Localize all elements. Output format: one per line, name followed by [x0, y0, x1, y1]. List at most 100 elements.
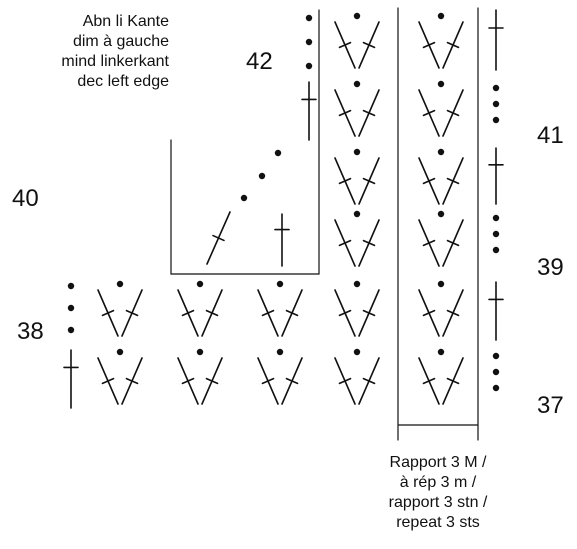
row-number-42: 42 — [246, 48, 273, 75]
chain-dot-symbol — [492, 116, 500, 124]
repeat-note-line: à rép 3 m / — [399, 474, 477, 491]
treble-right-stroke-bar — [446, 177, 460, 185]
treble-right-stroke-bar — [446, 41, 460, 49]
treble-right-stroke-bar — [446, 109, 460, 117]
chain-dot-symbol — [67, 326, 75, 334]
chain-dot-symbol — [353, 148, 361, 156]
row-number-40: 40 — [12, 185, 39, 212]
treble-right-stroke-bar — [205, 377, 219, 385]
chain-dot-symbol — [196, 280, 204, 288]
edge-note-line: dec left edge — [77, 73, 169, 90]
treble-left-stroke-bar — [422, 177, 436, 185]
v-cluster-symbol — [97, 348, 143, 405]
treble-left-stroke-bar — [422, 377, 436, 385]
treble-left-stroke-bar — [101, 309, 115, 317]
repeat-bracket — [397, 7, 479, 441]
chain-dot-symbol — [437, 80, 445, 88]
treble-left-stroke-bar — [181, 377, 195, 385]
treble-right-stroke-bar — [362, 309, 376, 317]
edge-note-line: Abn li Kante — [82, 13, 169, 30]
treble-edge-symbol — [488, 281, 504, 341]
treble-right-stroke-bar — [125, 309, 139, 317]
treble-left-stroke-bar — [261, 309, 275, 317]
chain-dot-symbol — [437, 280, 445, 288]
treble-edge-symbol — [301, 81, 317, 141]
treble-edge-symbol — [488, 9, 504, 71]
chain-dot-symbol — [240, 194, 248, 202]
treble-edge-symbol — [488, 147, 504, 205]
chain-dot-symbol — [353, 280, 361, 288]
row-number-37: 37 — [537, 392, 564, 419]
treble-left-stroke-bar — [422, 41, 436, 49]
chain-dot-symbol — [258, 172, 266, 180]
chain-dot-symbol — [492, 84, 500, 92]
repeat-note-line: repeat 3 sts — [396, 514, 480, 531]
row-number-39: 39 — [537, 254, 564, 281]
v-cluster-symbol — [177, 280, 223, 337]
v-cluster-symbol — [257, 348, 303, 405]
row-number-38: 38 — [17, 318, 44, 345]
v-cluster-symbol — [97, 280, 143, 337]
chain-dot-symbol — [437, 348, 445, 356]
chain-dot-symbol — [116, 348, 124, 356]
chain-dot-symbol — [492, 230, 500, 238]
chain-dot-symbol — [492, 352, 500, 360]
treble-left-stroke-bar — [422, 309, 436, 317]
chain-dot-symbol — [492, 214, 500, 222]
chain-dot-symbol — [492, 100, 500, 108]
v-cluster-symbol — [334, 148, 380, 205]
treble-right-stroke-bar — [362, 377, 376, 385]
treble-right-stroke-bar — [362, 41, 376, 49]
chain-dot-symbol — [437, 148, 445, 156]
treble-right-stroke-bar — [446, 377, 460, 385]
v-cluster-symbol — [334, 280, 380, 337]
chain-dot-symbol — [67, 304, 75, 312]
v-cluster-symbol — [418, 210, 464, 267]
edge-note-line: dim à gauche — [72, 33, 169, 50]
treble-left-stroke-bar — [338, 109, 352, 117]
chain-dot-symbol — [353, 80, 361, 88]
row-number-41: 41 — [537, 122, 564, 149]
treble-left-stroke-bar — [422, 239, 436, 247]
repeat-note: Rapport 3 M / à rép 3 m / rapport 3 stn … — [373, 453, 503, 533]
treble-left-stroke-bar — [422, 109, 436, 117]
chain-dot-symbol — [492, 246, 500, 254]
edge-decrease-note: Abn li Kante dim à gauche mind linkerkan… — [61, 12, 169, 92]
v-cluster-symbol — [334, 210, 380, 267]
v-cluster-symbol — [418, 348, 464, 405]
treble-left-stroke-bar — [338, 309, 352, 317]
chain-dot-symbol — [276, 280, 284, 288]
v-cluster-symbol — [257, 280, 303, 337]
treble-right-stroke-bar — [446, 309, 460, 317]
chain-dot-symbol — [67, 282, 75, 290]
chain-dot-symbol — [437, 12, 445, 20]
v-cluster-symbol — [418, 148, 464, 205]
chain-dot-symbol — [196, 348, 204, 356]
chain-dot-symbol — [305, 14, 313, 22]
v-cluster-symbol — [334, 80, 380, 137]
v-cluster-symbol — [334, 12, 380, 69]
chain-dot-symbol — [305, 38, 313, 46]
treble-edge-symbol — [63, 349, 79, 409]
chain-dot-symbol — [437, 210, 445, 218]
treble-right-stroke-bar — [446, 239, 460, 247]
treble-right-stroke-bar — [362, 177, 376, 185]
edge-note-line: mind linkerkant — [61, 53, 169, 70]
treble-edge-symbol — [274, 213, 290, 267]
repeat-note-line: Rapport 3 M / — [389, 454, 487, 471]
v-cluster-symbol — [334, 348, 380, 405]
chain-dot-symbol — [116, 280, 124, 288]
treble-right-stroke-bar — [285, 309, 299, 317]
treble-right-stroke-bar — [362, 239, 376, 247]
chain-dot-symbol — [305, 62, 313, 70]
repeat-note-line: rapport 3 stn / — [388, 494, 488, 511]
treble-decrease-symbol — [206, 211, 231, 265]
chain-dot-symbol — [353, 210, 361, 218]
v-cluster-symbol — [177, 348, 223, 405]
treble-left-stroke-bar — [338, 41, 352, 49]
chain-dot-symbol — [353, 12, 361, 20]
treble-right-stroke-bar — [125, 377, 139, 385]
v-cluster-symbol — [418, 80, 464, 137]
